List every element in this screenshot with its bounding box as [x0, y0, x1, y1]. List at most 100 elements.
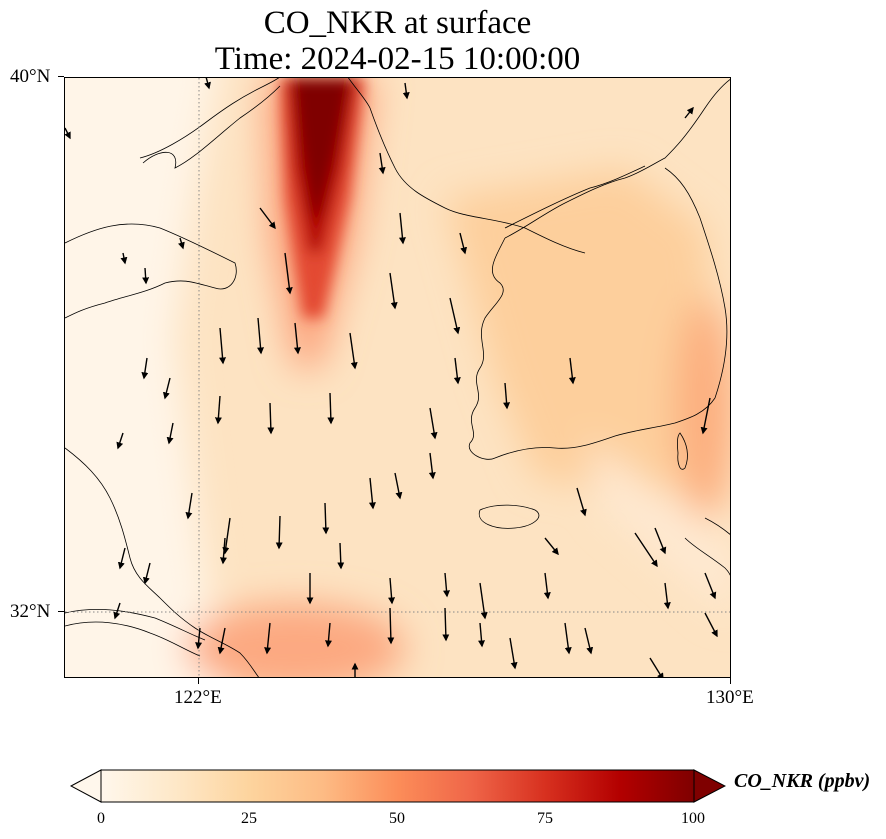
colorbar: [70, 769, 726, 803]
wind-arrow: [429, 407, 438, 440]
wind-arrow: [368, 477, 376, 510]
wind-arrow: [544, 537, 559, 556]
kyushu-coast: [684, 517, 730, 576]
colorbar-extend-max: [693, 769, 726, 803]
coastline-korea-south: [494, 397, 716, 459]
lat-label-32N: 32°N: [10, 601, 51, 622]
wind-arrow: [141, 357, 149, 380]
wind-arrow: [543, 572, 551, 600]
coastline-yangtze-south: [65, 621, 201, 657]
wind-arrow: [503, 382, 511, 410]
wind-arrow: [564, 622, 572, 655]
wind-arrow: [337, 542, 345, 570]
jeju-island: [478, 504, 540, 529]
figure-subtitle: Time: 2024-02-15 10:00:00: [214, 41, 581, 77]
wind-arrow: [459, 232, 468, 255]
tick-130E: [730, 678, 731, 684]
wind-arrow: [257, 317, 265, 355]
coastline-korea-north: [504, 79, 730, 239]
coastline-korea-east: [664, 167, 728, 399]
wind-arrow: [378, 152, 386, 175]
wind-arrow: [284, 252, 293, 295]
wind-arrow: [275, 515, 283, 550]
wind-arrow: [185, 492, 193, 520]
wind-arrow: [195, 627, 203, 650]
wind-vectors: [65, 78, 718, 677]
wind-arrow: [222, 517, 231, 555]
lat-label-40N: 40°N: [10, 66, 51, 87]
light-band: [585, 438, 730, 617]
coastline-korea-west: [468, 237, 506, 460]
wind-arrow: [259, 207, 276, 230]
wind-arrow: [349, 332, 358, 370]
wind-arrow: [178, 237, 185, 250]
wind-arrow: [117, 547, 126, 570]
wind-arrow: [576, 487, 587, 517]
wind-arrow: [293, 322, 301, 355]
wind-arrow: [663, 582, 671, 610]
wind-arrow: [443, 572, 451, 598]
wind-arrow: [453, 357, 461, 385]
coastline-liaoning: [347, 78, 586, 254]
wind-arrow: [324, 622, 332, 648]
lon-label-130E: 130°E: [706, 687, 754, 708]
wind-arrow: [65, 127, 71, 140]
wind-arrow: [120, 252, 128, 265]
wind-arrow: [116, 432, 124, 450]
wind-arrow: [387, 607, 395, 645]
wind-arrow: [402, 82, 410, 100]
plume-core-layer: [280, 78, 365, 318]
wind-arrow: [219, 537, 227, 565]
colorbar-tick-100: 100: [681, 810, 705, 827]
colorbar-tick-0: 0: [97, 810, 105, 827]
wind-arrow: [568, 357, 576, 385]
wind-arrow: [388, 577, 396, 605]
coastlines: [65, 78, 730, 677]
colorbar-tick-25: 25: [241, 810, 257, 827]
wind-arrow: [327, 392, 335, 425]
wind-arrow: [428, 452, 436, 480]
wind-arrow: [684, 106, 694, 119]
tick-40N: [58, 76, 64, 77]
wind-arrow: [398, 212, 406, 245]
wind-arrow: [634, 532, 658, 568]
colorbar-tick-50: 50: [389, 810, 405, 827]
lon-label-122E: 122°E: [174, 687, 222, 708]
plume-core: [293, 78, 351, 218]
coastline-liaodong: [139, 78, 280, 159]
map-panel: [64, 77, 731, 678]
wind-arrow: [584, 627, 594, 655]
wind-arrow: [649, 657, 664, 677]
tick-32N: [58, 611, 64, 612]
wind-arrow: [219, 327, 227, 365]
coastline-north-china: [65, 223, 237, 319]
coastline-yangtze: [65, 609, 206, 641]
colorbar-gradient: [100, 769, 695, 803]
colorbar-tick-75: 75: [537, 810, 553, 827]
map-canvas: [65, 78, 730, 677]
korea-background: [445, 168, 725, 498]
wind-arrow: [654, 527, 667, 555]
wind-arrow: [142, 267, 150, 285]
wind-arrow: [394, 472, 403, 500]
wind-arrow: [704, 572, 717, 600]
colorbar-extend-min: [70, 769, 102, 803]
figure-title: CO_NKR at surface: [263, 5, 532, 41]
wind-arrow: [700, 397, 711, 435]
wind-arrow: [204, 78, 211, 90]
wind-arrow: [449, 297, 461, 335]
wind-arrow: [162, 377, 171, 400]
wind-arrow: [214, 395, 222, 425]
korea-border: [504, 165, 646, 229]
wind-arrow: [113, 602, 121, 620]
wind-arrow: [322, 502, 330, 535]
colorbar-label: CO_NKR (ppbv): [734, 770, 871, 792]
wind-arrow: [166, 422, 174, 445]
gridlines: [65, 78, 730, 677]
wind-arrow: [142, 562, 151, 585]
east-coast-band: [675, 298, 730, 518]
wind-arrow: [389, 272, 398, 310]
wind-arrow: [264, 622, 272, 655]
coastline-bohai: [142, 85, 281, 169]
wind-arrow: [478, 622, 486, 648]
